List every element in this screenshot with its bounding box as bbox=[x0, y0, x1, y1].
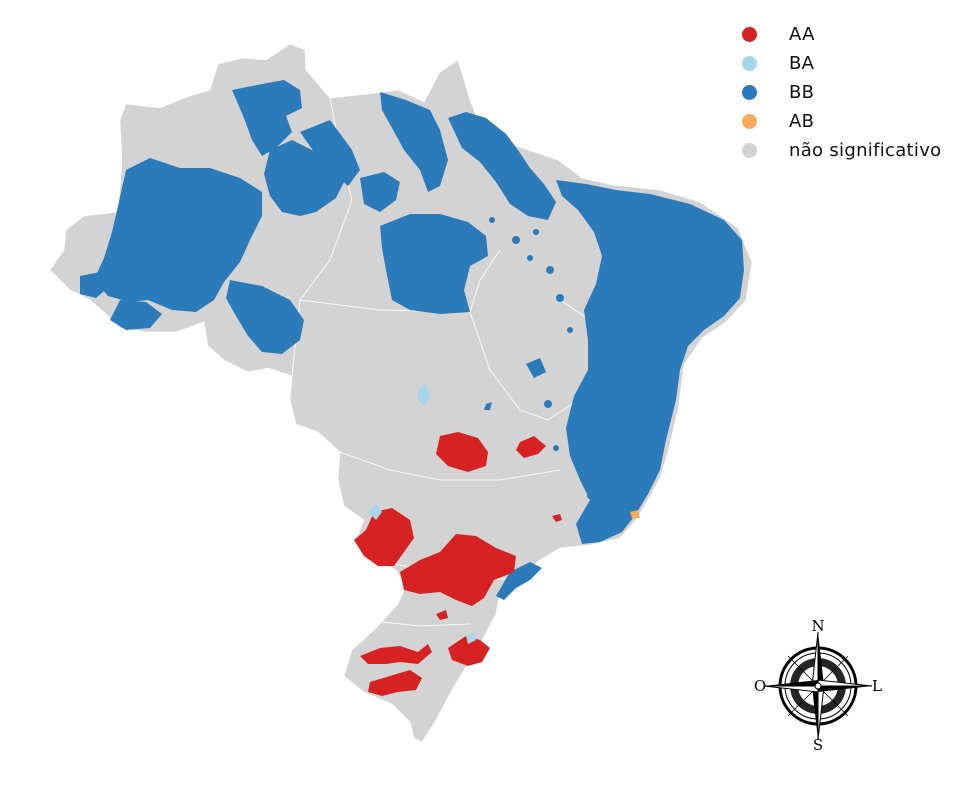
legend-label-not-significant: não significativo bbox=[789, 140, 942, 161]
legend-marker-not-significant bbox=[742, 143, 757, 158]
compass-west-label: O bbox=[754, 677, 766, 695]
compass-north-label: N bbox=[811, 617, 824, 635]
compass-rose-icon: N S O L bbox=[754, 617, 882, 754]
legend-marker-ab bbox=[742, 114, 757, 129]
legend-item-aa: AA bbox=[742, 20, 941, 49]
legend-label-bb: BB bbox=[789, 82, 815, 103]
legend-item-bb: BB bbox=[742, 78, 941, 107]
compass-south-label: S bbox=[813, 736, 823, 754]
legend-marker-bb bbox=[742, 85, 757, 100]
cluster-bb bbox=[80, 80, 744, 600]
legend-label-ab: AB bbox=[789, 111, 815, 132]
cluster-ab bbox=[630, 510, 640, 518]
cluster-bb-scatter bbox=[456, 217, 604, 524]
legend-label-ba: BA bbox=[789, 53, 815, 74]
cluster-ba bbox=[368, 384, 476, 644]
compass-east-label: L bbox=[872, 677, 882, 695]
cluster-aa bbox=[354, 432, 562, 696]
legend-label-aa: AA bbox=[789, 24, 815, 45]
legend-item-ba: BA bbox=[742, 49, 941, 78]
legend: AA BA BB AB não significativo bbox=[742, 20, 941, 165]
legend-marker-ba bbox=[742, 56, 757, 71]
legend-item-not-significant: não significativo bbox=[742, 136, 941, 165]
legend-item-ab: AB bbox=[742, 107, 941, 136]
legend-marker-aa bbox=[742, 27, 757, 42]
